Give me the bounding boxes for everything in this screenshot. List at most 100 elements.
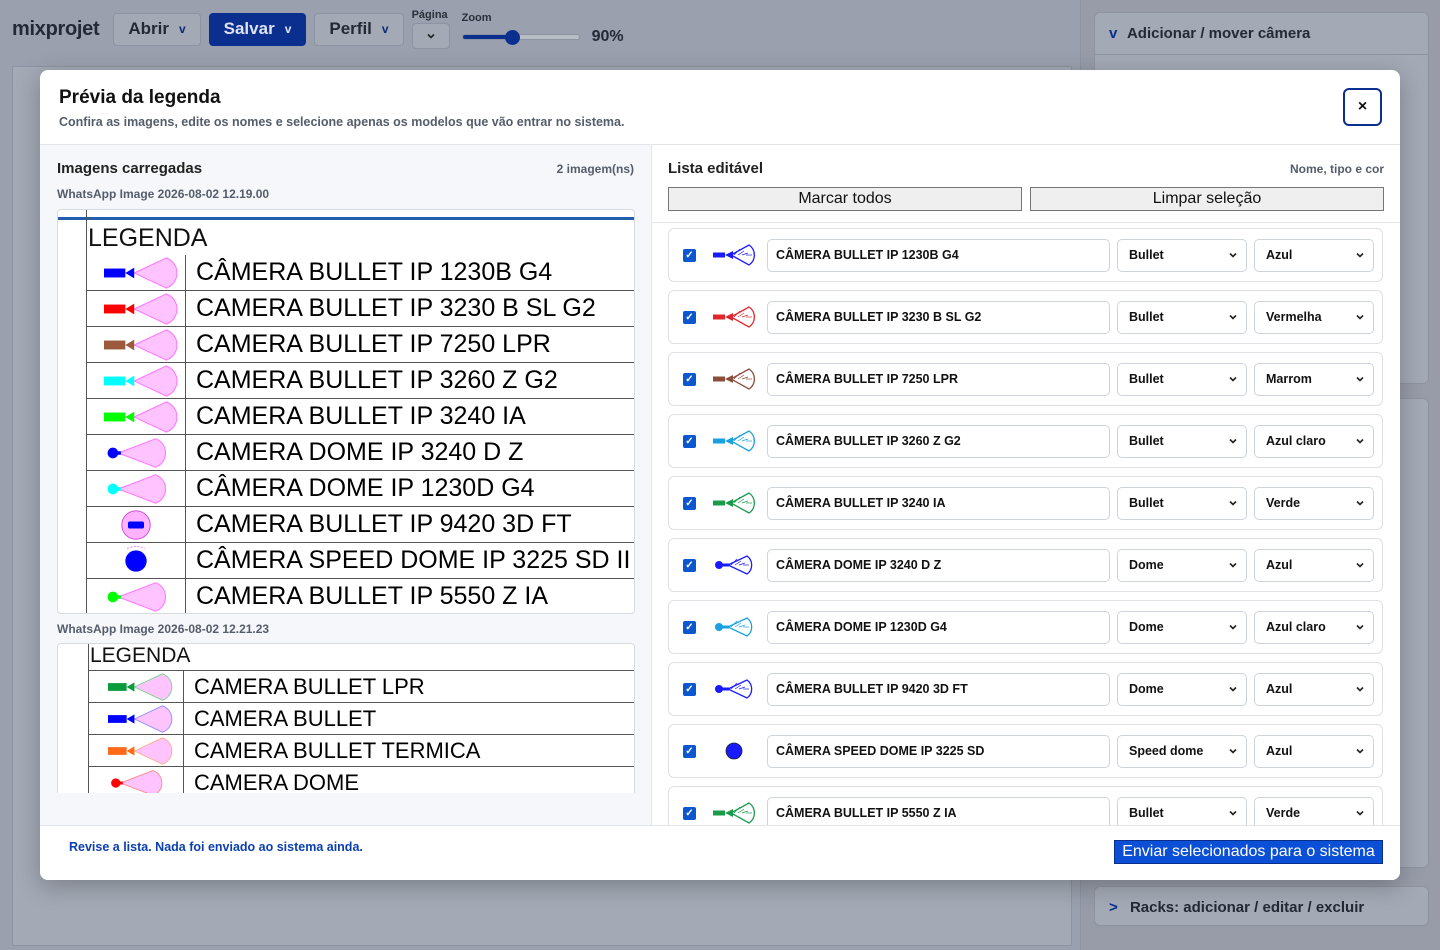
legend-symbol: [86, 255, 186, 290]
chevron-down-icon: [1229, 624, 1237, 630]
legend-row: CAMERA BULLET IP 3230 B SL G2: [86, 291, 634, 327]
camera-model-item: ✓ CÂMERA BULLET IP 3240 IA Bullet Verde: [668, 476, 1383, 530]
camera-name-input[interactable]: CÂMERA BULLET IP 3260 Z G2: [767, 424, 1110, 458]
include-checkbox[interactable]: ✓: [683, 496, 696, 510]
editable-list-hint: Nome, tipo e cor: [1289, 162, 1384, 176]
camera-type-select[interactable]: Bullet: [1117, 796, 1247, 825]
camera-model-item: ✓ CÂMERA SPEED DOME IP 3225 SD Speed dome A…: [668, 724, 1383, 778]
camera-color-select[interactable]: Verde: [1254, 796, 1374, 825]
camera-name-input[interactable]: CÂMERA BULLET IP 7250 LPR: [767, 362, 1110, 396]
dome-camera-symbol: [107, 473, 166, 504]
zoom-slider-handle[interactable]: [505, 30, 521, 45]
camera-type-select[interactable]: Bullet: [1117, 238, 1247, 272]
select-all-button[interactable]: Marcar todos: [668, 187, 1022, 211]
chevron-right-icon: >: [1109, 899, 1118, 916]
camera-preview: [711, 488, 757, 518]
legend-header: LEGENDA: [90, 644, 191, 667]
camera-section-header[interactable]: v Adicionar / mover câmera: [1095, 13, 1428, 55]
camera-type-value: Bullet: [1129, 310, 1164, 324]
camera-type-select[interactable]: Dome: [1117, 610, 1247, 644]
bullet-camera-icon: [713, 368, 755, 390]
page-label: Página: [411, 9, 448, 21]
camera-type-select[interactable]: Bullet: [1117, 486, 1247, 520]
camera-color-select[interactable]: Azul: [1254, 548, 1374, 582]
legend-row: CAMERA BULLET IP 3240 IA: [86, 399, 634, 435]
camera-color-select[interactable]: Azul claro: [1254, 610, 1374, 644]
camera-type-value: Dome: [1129, 558, 1164, 572]
camera-model-item: ✓ CÂMERA BULLET IP 5550 Z IA Bullet Verde: [668, 786, 1383, 825]
legend-row: CAMERA DOME IP 3240 D Z: [86, 435, 634, 471]
page-select[interactable]: [411, 23, 450, 49]
camera-color-select[interactable]: Azul: [1254, 238, 1374, 272]
camera-color-value: Verde: [1266, 806, 1301, 820]
camera-type-select[interactable]: Bullet: [1117, 362, 1247, 396]
bullet-camera-symbol: [107, 736, 172, 765]
top-toolbar: mixprojet Abrir v Salvar v Perfil v Pági…: [0, 0, 1080, 58]
legend-row-text: CAMERA BULLET IP 9420 3D FT: [196, 510, 572, 538]
chevron-down-icon: [1356, 438, 1364, 444]
close-button[interactable]: ×: [1343, 88, 1382, 126]
bullet-camera-symbol: [107, 704, 172, 733]
chevron-down-icon: [1229, 500, 1237, 506]
profile-menu-button[interactable]: Perfil v: [314, 12, 404, 46]
legend-symbol: [88, 671, 184, 702]
legend-row-text: CÂMERA DOME IP 1230D G4: [196, 474, 535, 502]
camera-type-select[interactable]: Bullet: [1117, 424, 1247, 458]
legend-row-text: CAMERA BULLET IP 7250 LPR: [196, 330, 551, 358]
save-menu-button[interactable]: Salvar v: [208, 12, 307, 46]
legend-row-text: CAMERA BULLET IP 3230 B SL G2: [196, 294, 596, 322]
camera-name-input[interactable]: CÂMERA BULLET IP 1230B G4: [767, 238, 1110, 272]
camera-color-select[interactable]: Vermelha: [1254, 300, 1374, 334]
camera-type-select[interactable]: Bullet: [1117, 300, 1247, 334]
open-menu-button[interactable]: Abrir v: [113, 12, 201, 46]
chevron-down-icon: [1356, 500, 1364, 506]
include-checkbox[interactable]: ✓: [683, 806, 696, 820]
camera-type-select[interactable]: Dome: [1117, 548, 1247, 582]
camera-preview: [711, 426, 757, 456]
camera-name-input[interactable]: CÂMERA BULLET IP 3230 B SL G2: [767, 300, 1110, 334]
app-brand: mixprojet: [12, 17, 100, 40]
camera-color-select[interactable]: Verde: [1254, 486, 1374, 520]
camera-name-input[interactable]: CÂMERA DOME IP 3240 D Z: [767, 548, 1110, 582]
chevron-down-icon: [1229, 438, 1237, 444]
include-checkbox[interactable]: ✓: [683, 310, 696, 324]
include-checkbox[interactable]: ✓: [683, 372, 696, 386]
bullet-camera-icon: [713, 802, 755, 824]
camera-model-item: ✓ CÂMERA DOME IP 1230D G4 Dome Azul claro: [668, 600, 1383, 654]
camera-type-select[interactable]: Dome: [1117, 672, 1247, 706]
camera-preview: [711, 736, 757, 766]
chevron-down-icon: [1229, 686, 1237, 692]
camera-color-select[interactable]: Azul claro: [1254, 424, 1374, 458]
zoom-slider[interactable]: [461, 30, 580, 45]
open-menu-label: Abrir: [128, 19, 169, 38]
include-checkbox[interactable]: ✓: [683, 744, 696, 758]
legend-row-text: CAMERA BULLET: [194, 705, 377, 731]
camera-name-input[interactable]: CÂMERA BULLET IP 3240 IA: [767, 486, 1110, 520]
bullet-camera-icon: [713, 430, 755, 452]
racks-section-header[interactable]: > Racks: adicionar / editar / excluir: [1094, 886, 1429, 926]
include-checkbox[interactable]: ✓: [683, 558, 696, 572]
camera-color-select[interactable]: Azul: [1254, 672, 1374, 706]
include-checkbox[interactable]: ✓: [683, 620, 696, 634]
zoom-label: Zoom: [461, 12, 492, 24]
camera-name-input[interactable]: CÂMERA BULLET IP 5550 Z IA: [767, 796, 1110, 825]
include-checkbox[interactable]: ✓: [683, 682, 696, 696]
legend-symbol: [86, 579, 186, 613]
legend-row-text: CAMERA DOME: [194, 769, 360, 794]
include-checkbox[interactable]: ✓: [683, 248, 696, 262]
camera-color-select[interactable]: Azul: [1254, 734, 1374, 768]
bullet-camera-icon: [713, 492, 755, 514]
camera-model-list[interactable]: ✓ CÂMERA BULLET IP 1230B G4 Bullet Azul ✓ CÂM…: [652, 222, 1400, 825]
camera-name-input[interactable]: CÂMERA SPEED DOME IP 3225 SD: [767, 734, 1110, 768]
legend-symbol: [86, 399, 186, 434]
clear-selection-button[interactable]: Limpar seleção: [1030, 187, 1384, 211]
camera-type-select[interactable]: Speed dome: [1117, 734, 1247, 768]
camera-color-value: Marrom: [1266, 372, 1312, 386]
send-selected-button[interactable]: Enviar selecionados para o sistema: [1114, 840, 1383, 864]
legend-row-text: CAMERA BULLET TERMICA: [194, 737, 481, 763]
include-checkbox[interactable]: ✓: [683, 434, 696, 448]
camera-color-select[interactable]: Marrom: [1254, 362, 1374, 396]
camera-name-input[interactable]: CÂMERA DOME IP 1230D G4: [767, 610, 1110, 644]
camera-name-input[interactable]: CÂMERA BULLET IP 9420 3D FT: [767, 672, 1110, 706]
bullet-camera-symbol: [103, 328, 177, 361]
